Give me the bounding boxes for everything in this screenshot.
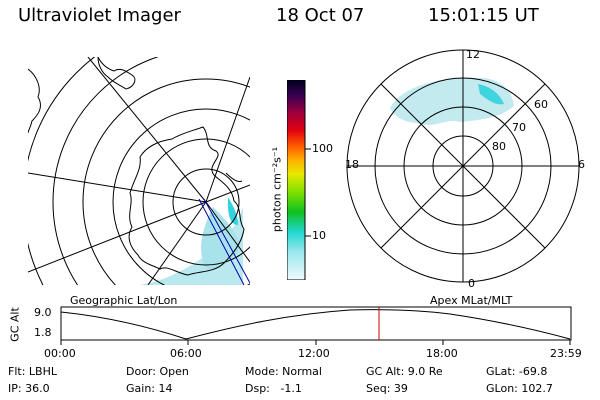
filter-info: Flt: LBHL [8, 365, 57, 378]
date-label: 18 Oct 07 [276, 5, 365, 26]
meridian-line [205, 184, 250, 203]
time-label: 15:01:15 UT [428, 5, 539, 26]
colorbar-tick-100: 100 [312, 142, 333, 155]
mlt-label-bottom: 0 [468, 277, 475, 290]
seq-info: Seq: 39 [366, 382, 408, 395]
glon-info: GLon: 102.7 [486, 382, 553, 395]
altitude-ytick-min: 1.8 [34, 326, 52, 339]
mlt-label-top: 12 [466, 48, 480, 61]
apex-panel-caption: Apex MLat/MLT [430, 294, 513, 307]
altitude-xtick-0600: 06:00 [170, 347, 202, 360]
door-info: Door: Open [126, 365, 189, 378]
antarctica-coastline [128, 126, 245, 276]
meridian-line [205, 76, 250, 203]
altitude-xtick-1200: 12:00 [298, 347, 330, 360]
colorbar-tick-10: 10 [312, 229, 326, 242]
ip-info: IP: 36.0 [8, 382, 50, 395]
meridian-line [87, 57, 207, 203]
lat-circle-2 [142, 138, 250, 266]
mlat-label-70: 70 [512, 121, 526, 134]
altitude-xtick-0000: 00:00 [44, 347, 76, 360]
lat-circle-1 [172, 168, 240, 236]
colorbar-unit-label: photon cm⁻²s⁻¹ [270, 146, 284, 233]
meridian-line [28, 201, 207, 273]
altitude-xtick-1800: 18:00 [426, 347, 458, 360]
apex-polar-plot [346, 49, 580, 283]
australia-coastline [28, 68, 41, 134]
lat-circle-4 [82, 78, 250, 285]
altitude-plot [60, 306, 572, 345]
lat-circle-5 [52, 57, 159, 285]
gc-alt-info: GC Alt: 9.0 Re [366, 365, 443, 378]
glat-info: GLat: -69.8 [486, 365, 548, 378]
meridian-line [28, 172, 207, 203]
colorbar [287, 80, 311, 280]
orbit-track [198, 198, 245, 285]
meridian-line [205, 201, 250, 263]
mlt-line-diag [380, 83, 546, 249]
mlt-label-right: 6 [578, 158, 585, 171]
altitude-plot-frame [60, 306, 572, 341]
dsp-info: Dsp: -1.1 [245, 382, 302, 395]
altitude-ytick-max: 9.0 [34, 306, 52, 319]
mlat-label-60: 60 [534, 98, 548, 111]
gain-info: Gain: 14 [126, 382, 173, 395]
orbit-track [203, 198, 250, 284]
south-america-coastline [97, 57, 136, 90]
mlat-label-80: 80 [492, 140, 506, 153]
mlt-label-left: 18 [345, 158, 359, 171]
geo-panel-caption: Geographic Lat/Lon [70, 294, 178, 307]
geographic-map [28, 57, 250, 285]
altitude-xtick-2359: 23:59 [550, 347, 582, 360]
lat-circle-3 [112, 108, 250, 285]
meridian-line [147, 201, 207, 285]
altitude-ylabel: GC Alt [8, 307, 22, 342]
instrument-title: Ultraviolet Imager [18, 5, 181, 26]
altitude-curve [60, 309, 571, 340]
mode-info: Mode: Normal [245, 365, 322, 378]
